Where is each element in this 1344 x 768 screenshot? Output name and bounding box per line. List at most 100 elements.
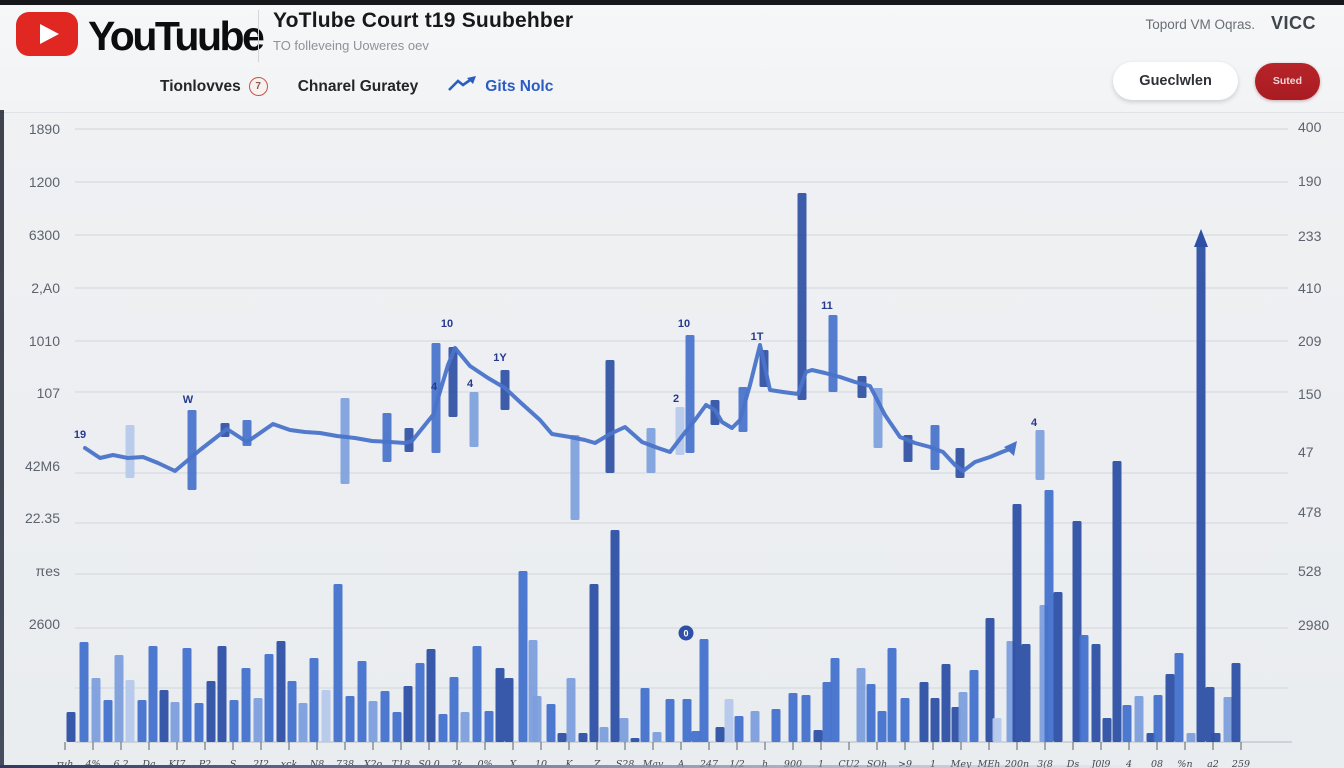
trend-arrow-icon: [448, 76, 478, 97]
page-title: YoTlube Court t19 Suubehber: [273, 9, 574, 32]
range-bar: [828, 315, 838, 392]
x-axis-label: xck: [281, 759, 298, 768]
volume-bar: [380, 691, 390, 742]
x-axis-label: MEh: [977, 759, 1001, 768]
y-axis-left-label: 1200: [29, 174, 60, 190]
volume-bar: [652, 732, 662, 742]
volume-bar: [724, 699, 734, 742]
tab-followers[interactable]: Tionlovves 7: [160, 77, 268, 96]
volume-bar: [1012, 504, 1022, 742]
volume-bar: [900, 698, 910, 742]
volume-bar: [114, 655, 124, 742]
volume-bar: [1223, 697, 1233, 742]
volume-bar: [1091, 644, 1101, 742]
y-axis-left-labels: 1890 1200 6300 2,A0 1010 107 42M6 22.35 πes 2600: [25, 121, 60, 632]
screen-left-edge: [0, 110, 4, 768]
volume-bar: [919, 682, 929, 742]
volume-bar: [148, 646, 158, 742]
range-bar: [382, 413, 392, 462]
x-axis-label: S0,0: [418, 759, 440, 768]
volume-bar: [1146, 733, 1156, 742]
volume-bar: [125, 680, 135, 742]
volume-bar: [229, 700, 239, 742]
x-axis-label: 3(8: [1037, 759, 1053, 768]
x-axis-label: K: [564, 759, 573, 768]
range-bar: [469, 392, 479, 447]
volume-bar: [856, 668, 866, 742]
point-label: 11: [821, 300, 833, 312]
point-label: W: [183, 394, 194, 406]
volume-bar: [1053, 592, 1063, 742]
tab-bar: Tionlovves 7 Chnarel Guratey Gits Nolc: [160, 76, 553, 97]
volume-bar: [426, 649, 436, 742]
y-axis-right-label: 410: [1298, 280, 1322, 296]
tab-channel-gallery[interactable]: Chnarel Guratey: [298, 78, 419, 96]
volume-bar: [1165, 674, 1175, 742]
volume-bar: [1122, 705, 1132, 742]
volume-bar: [495, 668, 505, 742]
x-axis-label: 2I2: [252, 759, 269, 768]
volume-bar: [992, 718, 1002, 742]
volume-bar: [264, 654, 274, 742]
x-axis-label: %n: [1177, 759, 1192, 768]
point-label: 4: [431, 381, 438, 393]
volume-bar: [589, 584, 599, 742]
volume-bar: [287, 681, 297, 742]
floating-bars: [125, 193, 1045, 520]
x-axis-label: 4%: [84, 759, 100, 768]
volume-bar: [830, 658, 840, 742]
volume-bar: [241, 668, 251, 742]
x-axis-label: 08: [1151, 759, 1163, 768]
volume-bar: [91, 678, 101, 742]
point-label: 10: [678, 318, 690, 330]
x-axis-label: CU2: [838, 759, 859, 768]
volume-bar: [449, 677, 459, 742]
volume-bar: [822, 682, 832, 742]
volume-bar: [159, 690, 169, 742]
x-axis-label: S: [230, 759, 237, 768]
volume-bar: [321, 690, 331, 742]
volume-bar: [557, 733, 567, 742]
subscribe-button[interactable]: Suted: [1254, 62, 1320, 100]
x-axis-label: Z: [593, 759, 601, 768]
volume-bar: [438, 714, 448, 742]
volume-bar: [610, 530, 620, 742]
logo-wordmark: YouTuube: [88, 13, 265, 59]
y-axis-left-label: 22.35: [25, 510, 60, 526]
range-bar: [857, 376, 867, 398]
bottom-bars: [66, 229, 1241, 742]
page-subtitle: TO folleveing Uoweres oev: [273, 38, 429, 53]
x-axis-label: KI7: [168, 759, 187, 768]
volume-bar: [392, 712, 402, 742]
x-axis-label: Mey: [950, 759, 972, 768]
x-axis-label: N8: [309, 759, 324, 768]
x-axis-label: J0l9: [1090, 759, 1111, 768]
x-axis-label: P2: [198, 759, 211, 768]
y-axis-right-label: 528: [1298, 563, 1322, 579]
range-bar: [431, 343, 441, 453]
volume-bar: [813, 730, 823, 742]
screen-top-edge: [0, 0, 1344, 5]
volume-bar: [170, 702, 180, 742]
youtube-logo[interactable]: YouTuube: [16, 12, 265, 61]
zero-marker-text: 0: [683, 629, 688, 639]
x-axis-label: Mav: [642, 759, 664, 768]
volume-bar: [1205, 687, 1215, 742]
x-axis-label: h: [762, 759, 768, 768]
x-axis-label: Da: [141, 759, 156, 768]
y-axis-left-label: 1890: [29, 121, 60, 137]
x-axis-label: SOh: [867, 759, 887, 768]
point-label: 1T: [751, 331, 764, 343]
volume-bar: [79, 642, 89, 742]
volume-bar: [66, 712, 76, 742]
title-block: YoTlube Court t19 Suubehber TO follevein…: [273, 9, 573, 53]
x-axis-label: Ds: [1066, 759, 1080, 768]
secondary-action-button[interactable]: Gueclwlen: [1113, 62, 1238, 100]
volume-bar: [1072, 521, 1082, 742]
volume-bar: [137, 700, 147, 742]
point-label: 19: [74, 429, 86, 441]
volume-bar: [182, 648, 192, 742]
tab-stats[interactable]: Gits Nolc: [448, 76, 553, 97]
trend-line: [83, 343, 1012, 473]
